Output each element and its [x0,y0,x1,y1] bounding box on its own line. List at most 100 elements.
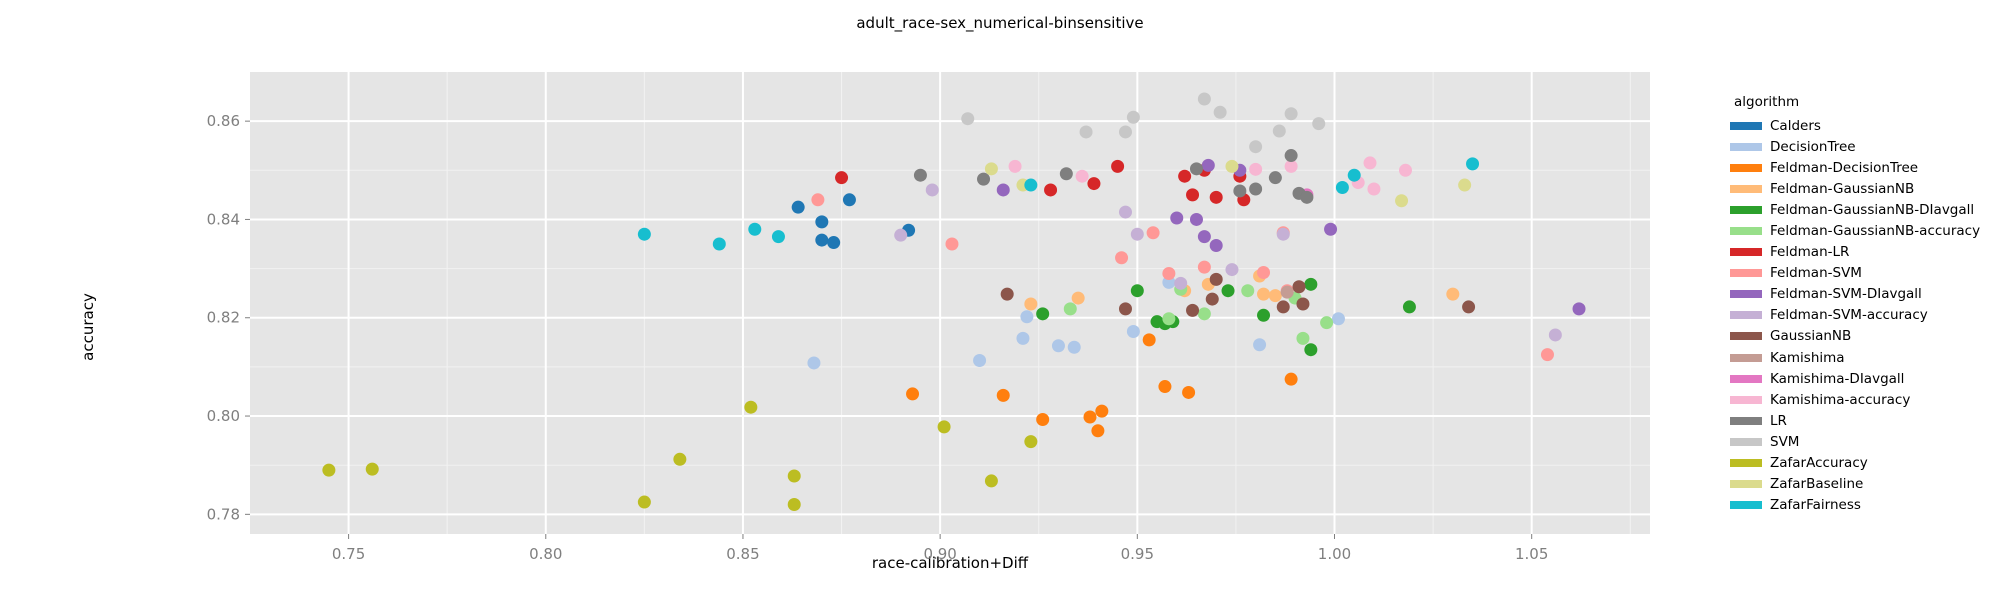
point-decisiontree [1253,338,1267,352]
point-zafaraccuracy [365,462,379,476]
point-feldman-gaussiannb-accuracy [1162,312,1176,326]
point-feldman-svm-accuracy [1548,328,1562,342]
point-lr [913,168,927,182]
point-calders [815,233,829,247]
point-feldman-decisiontree [906,387,920,401]
legend-key-swatch [1730,248,1762,257]
plot-background [250,72,1650,534]
legend-label: Feldman-LR [1770,244,1850,261]
point-feldman-svm [1162,267,1176,281]
point-svm [1312,117,1326,131]
legend-label: GaussianNB [1770,328,1852,345]
legend-key-swatch [1730,311,1762,320]
point-feldman-svm-accuracy [1118,205,1132,219]
point-feldman-svm [1115,251,1129,265]
point-calders [842,193,856,207]
point-zafarbaseline [1225,159,1239,173]
point-feldman-lr [1044,183,1058,197]
legend-item-feldman-gaussiannb-accuracy: Feldman-GaussianNB-accuracy [1730,220,1980,241]
point-feldman-decisiontree [996,388,1010,402]
legend-item-zafaraccuracy: ZafarAccuracy [1730,453,1980,474]
point-gaussiannb [1209,272,1223,286]
legend-key-swatch [1730,142,1762,151]
point-kamishima-accuracy [1249,162,1263,176]
legend-item-feldman-gaussiannb-diavgall: Feldman-GaussianNB-DIavgall [1730,199,1980,220]
legend-key-swatch [1730,353,1762,362]
legend-item-feldman-svm: Feldman-SVM [1730,263,1980,284]
y-tick-label: 0.82 [207,309,240,327]
x-axis-title: race-calibration+Diff [871,554,1029,572]
point-gaussiannb [1296,297,1310,311]
point-feldman-gaussiannb-diavgall [1402,300,1416,314]
x-tick-label: 0.90 [923,545,956,563]
point-feldman-gaussiannb-accuracy [1197,307,1211,321]
point-feldman-lr [1178,169,1192,183]
point-decisiontree [973,354,987,368]
legend-item-feldman-svm-diavgall: Feldman-SVM-DIavgall [1730,284,1980,305]
data-points [322,92,1586,512]
point-feldman-decisiontree [1036,412,1050,426]
point-decisiontree [807,356,821,370]
point-feldman-svm-diavgall [1170,211,1184,225]
legend-item-feldman-decisiontree: Feldman-DecisionTree [1730,157,1980,178]
point-kamishima [1280,285,1294,299]
legend-key-swatch [1730,205,1762,214]
grid-lines [250,72,1650,534]
point-feldman-gaussiannb-accuracy [1063,302,1077,316]
legend-label: Feldman-SVM-DIavgall [1770,286,1922,303]
legend-key-swatch [1730,184,1762,193]
legend-label: Feldman-SVM-accuracy [1770,307,1928,324]
point-feldman-svm-accuracy [1276,227,1290,241]
point-lr [1300,190,1314,204]
legend-label: DecisionTree [1770,138,1856,155]
point-zafaraccuracy [637,495,651,509]
point-feldman-gaussiannb-diavgall [1130,284,1144,298]
legend-item-feldman-lr: Feldman-LR [1730,242,1980,263]
point-kamishima-accuracy [1075,169,1089,183]
point-feldman-gaussiannb [1071,291,1085,305]
point-feldman-gaussiannb [1268,289,1282,303]
point-decisiontree [1067,340,1081,354]
legend-label: ZafarBaseline [1770,476,1864,493]
point-lr [1189,162,1203,176]
point-feldman-decisiontree [1083,410,1097,424]
legend-label: ZafarFairness [1770,497,1861,514]
point-feldman-lr [1087,177,1101,191]
point-feldman-svm-accuracy [1174,276,1188,290]
legend-label: LR [1770,412,1787,429]
x-tick-label: 0.95 [1121,545,1154,563]
y-tick-label: 0.86 [207,112,240,130]
y-tick-label: 0.78 [207,505,240,523]
point-zafarfairness [1466,157,1480,171]
legend-item-zafarbaseline: ZafarBaseline [1730,474,1980,495]
legend-label: Kamishima-DIavgall [1770,370,1905,387]
legend-item-feldman-svm-accuracy: Feldman-SVM-accuracy [1730,305,1980,326]
legend-item-calders: Calders [1730,115,1980,136]
legend: algorithm Calders DecisionTree Feldman-Dec… [1730,94,1980,516]
point-feldman-gaussiannb-accuracy [1296,331,1310,345]
point-feldman-gaussiannb-diavgall [1036,307,1050,321]
point-calders [827,236,841,250]
legend-key-swatch [1730,163,1762,172]
legend-key-swatch [1730,459,1762,468]
point-feldman-gaussiannb [1446,287,1460,301]
point-zafaraccuracy [937,420,951,434]
point-feldman-svm [1540,348,1554,362]
legend-label: Feldman-GaussianNB-accuracy [1770,223,1981,240]
point-lr [1233,184,1247,198]
point-feldman-svm [1197,260,1211,274]
point-zafarfairness [1347,168,1361,182]
point-decisiontree [1020,310,1034,324]
x-tick-label: 0.80 [529,545,562,563]
legend-key-swatch [1730,480,1762,489]
point-feldman-gaussiannb-diavgall [1304,343,1318,357]
point-decisiontree [1126,325,1140,339]
point-feldman-gaussiannb-diavgall [1257,308,1271,322]
y-tick-label: 0.80 [207,407,240,425]
legend-key-swatch [1730,501,1762,510]
point-zafarfairness [1024,178,1038,192]
point-gaussiannb [1292,280,1306,294]
point-feldman-gaussiannb-accuracy [1320,316,1334,330]
point-feldman-decisiontree [1142,333,1156,347]
point-svm [1118,125,1132,139]
